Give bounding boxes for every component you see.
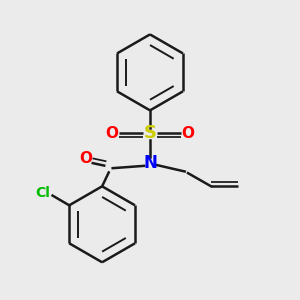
Text: O: O [106,126,118,141]
Text: N: N [143,154,157,172]
Text: S: S [143,124,157,142]
Text: O: O [79,151,92,166]
Text: Cl: Cl [35,186,50,200]
Text: O: O [182,126,194,141]
